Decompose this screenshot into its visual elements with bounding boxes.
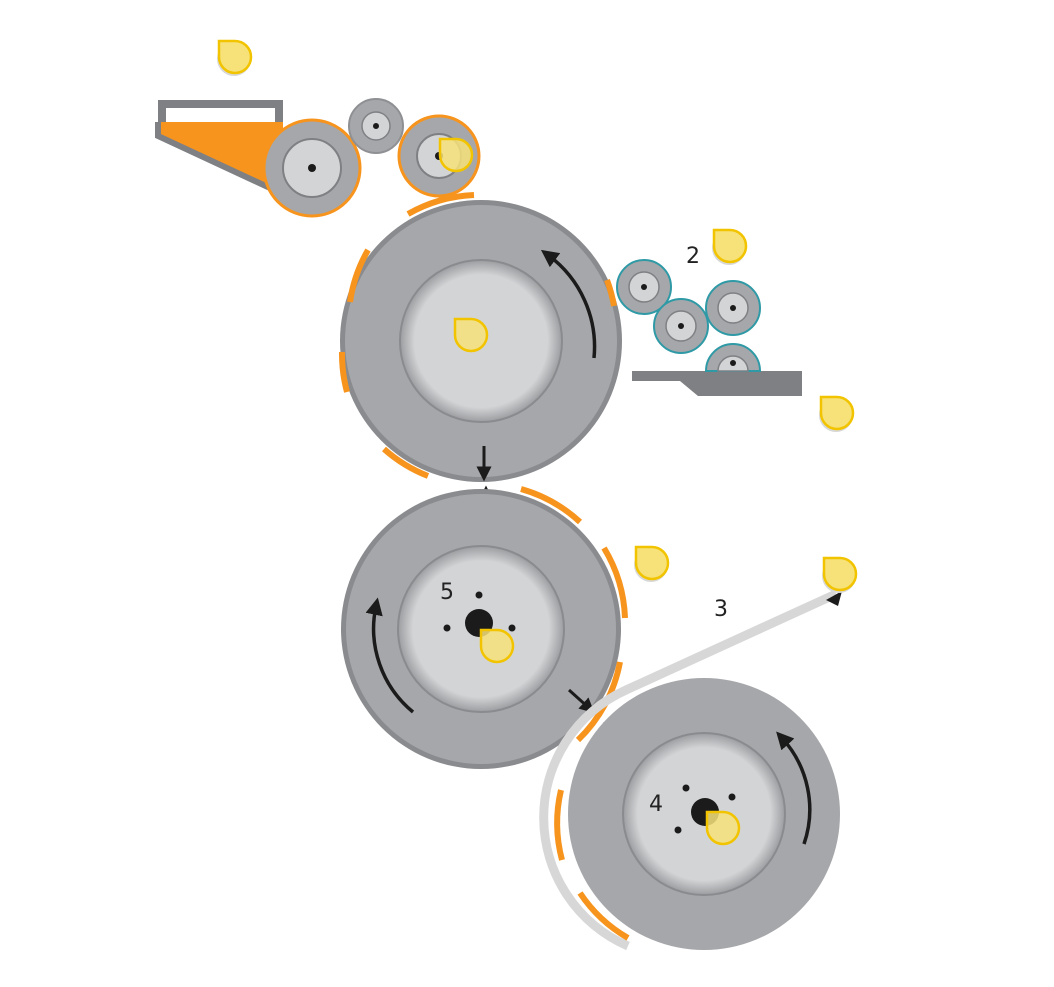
hotspot-marker-icon[interactable] [453,317,489,353]
label-web-3: 3 [714,597,728,622]
label-drum-5: 5 [440,580,454,605]
paper-feed-arrow-icon [826,591,842,606]
dampening-system [616,259,802,396]
hotspot-marker-icon[interactable] [479,628,515,664]
water-tray [632,371,802,381]
hotspot-marker-icon[interactable] [822,556,858,593]
impression-cylinder [554,678,840,950]
label-drum-4: 4 [649,792,663,817]
hotspot-marker-icon[interactable] [438,137,474,173]
hotspot-marker-icon[interactable] [217,39,253,76]
ink-reservoir [158,122,283,188]
hotspot-marker-icon[interactable] [705,810,741,846]
rotation-arrow-icon [776,731,812,845]
hotspots [217,39,858,846]
label-station-2: 2 [686,244,700,269]
ink-tray [158,100,283,122]
hotspot-marker-icon[interactable] [634,545,670,582]
nip-arrow-icon [567,688,595,714]
paper-web [539,589,838,951]
hotspot-marker-icon[interactable] [712,228,748,265]
rotation-arrow-icon [540,249,597,359]
hotspot-marker-icon[interactable] [819,395,855,432]
plate-segments [338,192,617,479]
impression-segments [554,789,630,941]
rotation-arrow-icon [365,597,415,714]
